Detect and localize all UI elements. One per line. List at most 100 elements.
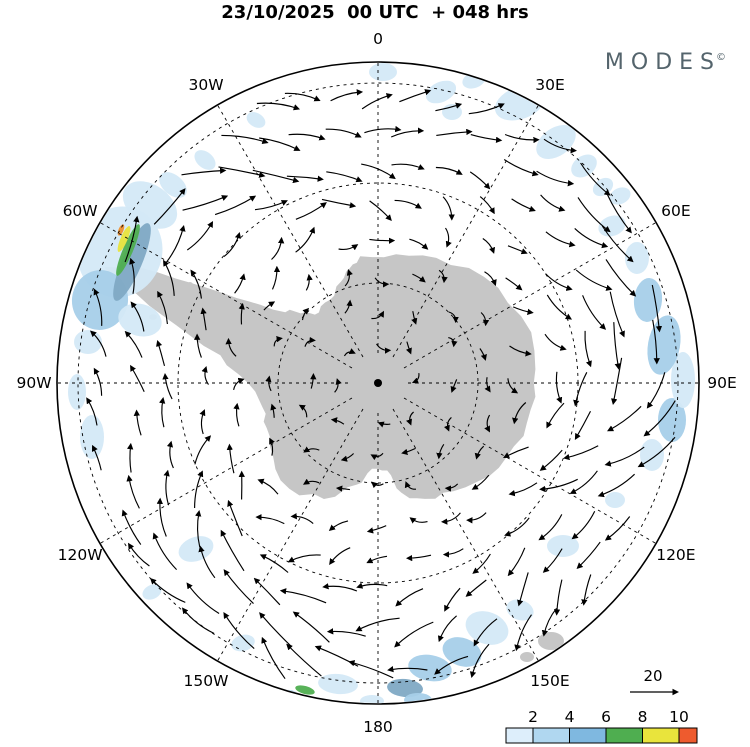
precip-area	[547, 535, 579, 557]
wind-arrow	[223, 611, 255, 650]
wind-arrow	[472, 553, 491, 574]
wind-arrow	[507, 378, 519, 394]
wind-arrow	[259, 137, 301, 151]
wind-arrow	[609, 291, 625, 338]
wind-arrow	[194, 470, 204, 509]
wind-arrow	[310, 373, 317, 389]
wind-arrow	[256, 102, 300, 111]
wind-arrow	[130, 301, 145, 332]
wind-arrow	[326, 171, 363, 183]
wind-arrow	[517, 572, 529, 607]
wind-arrow	[271, 236, 285, 260]
wind-arrow	[545, 231, 576, 248]
wind-arrow	[290, 513, 314, 525]
precip-area	[598, 215, 626, 237]
wind-arrow	[371, 481, 384, 489]
wind-arrow	[198, 545, 216, 579]
wind-arrow	[394, 621, 434, 648]
wind-arrow	[255, 513, 285, 525]
island	[520, 652, 534, 662]
wind-arrow	[163, 469, 170, 506]
wind-arrow	[298, 404, 308, 418]
wind-arrow	[253, 577, 281, 606]
wind-arrow	[328, 520, 349, 532]
wind-arrow	[220, 529, 245, 572]
precip-area	[369, 63, 397, 81]
wind-arrow	[370, 452, 384, 461]
wind-arrow	[279, 588, 327, 604]
wind-arrow	[482, 238, 496, 254]
wind-arrow	[284, 92, 321, 102]
wind-arrow	[292, 611, 330, 643]
wind-arrow	[604, 446, 645, 467]
wind-arrow	[121, 509, 142, 545]
wind-arrow	[445, 227, 452, 248]
precip-area	[625, 242, 649, 274]
precip-area	[117, 224, 125, 236]
wind-arrow	[555, 371, 563, 404]
precip-area	[633, 278, 663, 322]
wind-arrow	[597, 473, 635, 498]
colorbar-segment	[642, 727, 680, 744]
wind-arrow	[651, 284, 663, 333]
wind-vector-layer	[86, 89, 676, 680]
longitude-label: 30E	[535, 76, 565, 94]
wind-arrow	[124, 215, 140, 263]
precip-area	[571, 154, 597, 178]
longitude-label: 180	[363, 718, 393, 736]
wind-arrow	[466, 512, 487, 524]
wind-arrow	[504, 517, 530, 537]
reference-vector-label: 20	[643, 667, 662, 685]
wind-arrow	[512, 402, 527, 425]
wind-arrow	[543, 138, 577, 154]
wind-arrow	[546, 402, 565, 429]
wind-arrow	[301, 307, 310, 321]
wind-arrow	[448, 337, 458, 348]
precip-area	[360, 695, 384, 703]
wind-arrow	[509, 345, 532, 357]
wind-arrow	[605, 259, 637, 297]
longitude-label: 60W	[63, 202, 98, 220]
wind-arrow	[270, 403, 277, 418]
wind-arrow	[254, 200, 288, 211]
wind-arrow	[130, 364, 145, 392]
wind-arrow	[303, 446, 320, 453]
precip-area	[68, 374, 86, 410]
wind-arrow	[577, 197, 611, 233]
wind-arrow	[406, 411, 414, 426]
wind-arrow	[330, 417, 345, 425]
wind-arrow	[412, 273, 426, 283]
wind-arrow	[484, 377, 491, 393]
wind-arrow	[607, 405, 642, 432]
wind-arrow	[126, 474, 140, 509]
wind-arrow	[93, 288, 103, 326]
wind-arrow	[448, 311, 459, 324]
wind-arrow	[227, 499, 243, 537]
wind-arrow	[257, 478, 279, 495]
precip-area	[231, 634, 255, 652]
wind-arrow	[186, 582, 220, 614]
wind-arrow	[269, 437, 275, 456]
wind-arrow	[305, 273, 313, 291]
wind-arrow	[545, 273, 573, 291]
wind-arrow	[364, 125, 402, 134]
wind-arrow	[366, 525, 387, 534]
wind-arrow	[539, 449, 563, 471]
wind-arrow	[411, 373, 420, 384]
wind-arrow	[580, 162, 611, 196]
wind-arrow	[263, 301, 276, 311]
wind-arrow	[539, 478, 578, 493]
wind-arrow	[181, 167, 227, 176]
wind-arrow	[601, 225, 634, 263]
wind-arrow	[371, 310, 385, 320]
wind-arrow	[411, 311, 418, 325]
wind-arrow	[165, 224, 186, 263]
wind-arrow	[338, 244, 359, 251]
wind-arrow	[576, 541, 601, 570]
precip-area	[116, 224, 140, 276]
wind-arrow	[646, 372, 666, 409]
wind-arrow	[436, 128, 473, 136]
wind-arrow	[391, 163, 425, 170]
wind-arrow	[465, 579, 487, 597]
